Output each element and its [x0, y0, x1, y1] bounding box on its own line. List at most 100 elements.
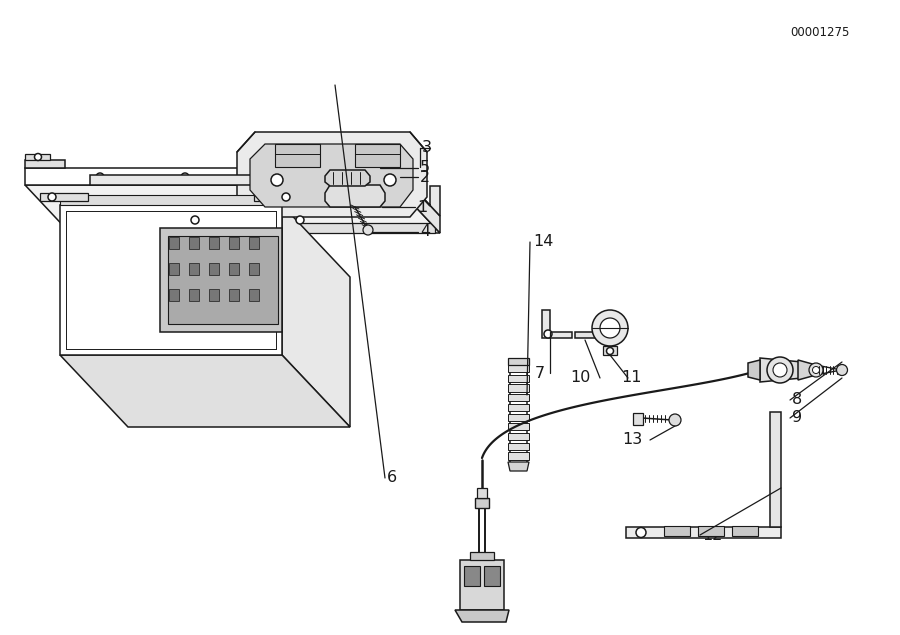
- Polygon shape: [508, 384, 529, 392]
- Polygon shape: [508, 443, 529, 450]
- Circle shape: [384, 174, 396, 186]
- Circle shape: [544, 330, 552, 338]
- Bar: [189, 289, 199, 301]
- Polygon shape: [355, 144, 400, 167]
- Text: 3: 3: [422, 140, 432, 156]
- Text: 8: 8: [792, 392, 802, 408]
- Text: 14: 14: [533, 234, 554, 250]
- Polygon shape: [508, 375, 529, 382]
- Polygon shape: [254, 193, 298, 201]
- Polygon shape: [282, 205, 350, 427]
- Bar: [209, 237, 219, 249]
- Polygon shape: [760, 358, 802, 382]
- Text: 2: 2: [420, 170, 430, 185]
- Circle shape: [592, 310, 628, 346]
- Bar: [169, 289, 179, 301]
- Polygon shape: [508, 365, 529, 372]
- Polygon shape: [395, 168, 440, 233]
- Text: 00001275: 00001275: [790, 25, 850, 39]
- Polygon shape: [25, 154, 50, 160]
- Bar: [229, 263, 239, 275]
- Text: 6: 6: [387, 471, 397, 486]
- Polygon shape: [603, 346, 617, 355]
- Text: 4: 4: [420, 225, 430, 239]
- Bar: [169, 263, 179, 275]
- Circle shape: [48, 193, 56, 201]
- Circle shape: [767, 357, 793, 383]
- Circle shape: [181, 173, 189, 181]
- Polygon shape: [25, 185, 440, 233]
- Polygon shape: [40, 193, 88, 201]
- Text: 11: 11: [621, 370, 642, 385]
- Circle shape: [600, 318, 620, 338]
- Polygon shape: [385, 158, 440, 216]
- Bar: [698, 526, 724, 536]
- Polygon shape: [60, 205, 282, 355]
- Circle shape: [34, 154, 41, 161]
- Bar: [664, 526, 690, 536]
- Bar: [209, 263, 219, 275]
- Polygon shape: [508, 394, 529, 401]
- Polygon shape: [508, 423, 529, 431]
- Polygon shape: [464, 566, 480, 586]
- Polygon shape: [275, 144, 320, 167]
- Bar: [229, 289, 239, 301]
- Polygon shape: [60, 355, 350, 427]
- Circle shape: [191, 216, 199, 224]
- Bar: [249, 289, 259, 301]
- Polygon shape: [25, 168, 395, 185]
- Polygon shape: [60, 195, 282, 205]
- Circle shape: [261, 173, 269, 181]
- Polygon shape: [575, 332, 595, 338]
- Bar: [189, 263, 199, 275]
- Polygon shape: [470, 552, 494, 560]
- Circle shape: [296, 216, 304, 224]
- Polygon shape: [798, 360, 816, 380]
- Circle shape: [813, 366, 820, 373]
- Polygon shape: [508, 452, 529, 460]
- Polygon shape: [237, 132, 427, 217]
- Circle shape: [636, 528, 646, 537]
- Text: 13: 13: [623, 432, 643, 448]
- Text: 10: 10: [571, 370, 591, 385]
- Polygon shape: [160, 228, 282, 332]
- Bar: [249, 263, 259, 275]
- Text: 9: 9: [792, 410, 802, 425]
- Bar: [209, 289, 219, 301]
- Polygon shape: [484, 566, 500, 586]
- Circle shape: [282, 193, 290, 201]
- Circle shape: [96, 173, 104, 181]
- Polygon shape: [633, 413, 643, 425]
- Polygon shape: [135, 223, 435, 233]
- Circle shape: [836, 364, 848, 375]
- Polygon shape: [770, 412, 781, 527]
- Polygon shape: [90, 175, 390, 185]
- Text: 5: 5: [420, 161, 430, 175]
- Polygon shape: [626, 527, 781, 538]
- Polygon shape: [475, 498, 489, 508]
- Circle shape: [363, 225, 373, 235]
- Polygon shape: [508, 404, 529, 411]
- Polygon shape: [168, 236, 278, 324]
- Polygon shape: [748, 360, 760, 380]
- Polygon shape: [325, 185, 385, 207]
- Text: 7: 7: [535, 366, 545, 380]
- Text: 1: 1: [417, 199, 428, 215]
- Polygon shape: [508, 462, 529, 471]
- Polygon shape: [455, 610, 509, 622]
- Bar: [229, 237, 239, 249]
- Bar: [169, 237, 179, 249]
- Circle shape: [271, 174, 283, 186]
- Polygon shape: [325, 170, 370, 186]
- Circle shape: [809, 363, 823, 377]
- Polygon shape: [25, 160, 65, 168]
- Circle shape: [607, 347, 614, 354]
- Bar: [189, 237, 199, 249]
- Polygon shape: [542, 310, 572, 338]
- Polygon shape: [508, 358, 529, 365]
- Polygon shape: [460, 560, 504, 610]
- Text: 12: 12: [702, 528, 723, 542]
- Circle shape: [773, 363, 787, 377]
- Bar: [249, 237, 259, 249]
- Circle shape: [669, 414, 681, 426]
